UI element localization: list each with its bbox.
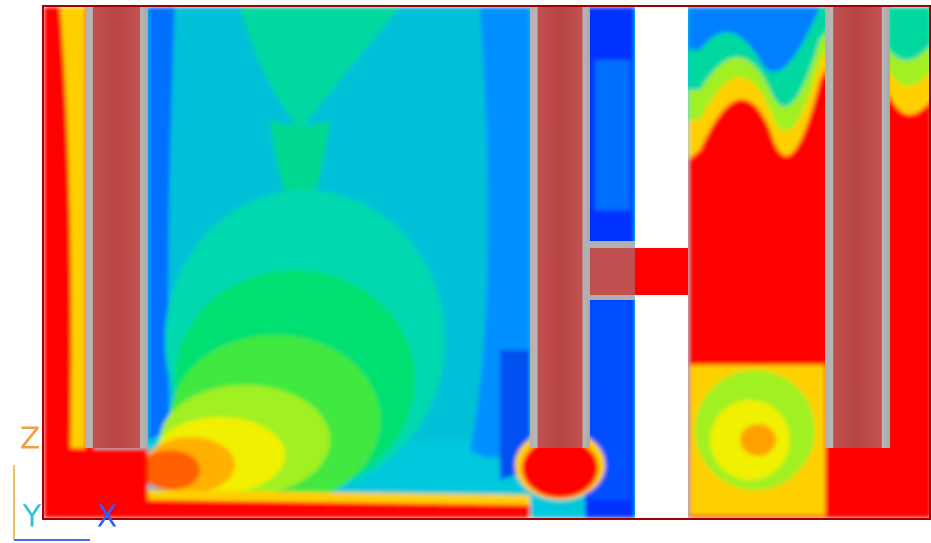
contour-field	[44, 7, 931, 518]
z-label: Z	[20, 422, 41, 457]
y-label: Y	[22, 500, 42, 535]
x-label: X	[97, 500, 118, 535]
contour-view: Z Y X	[0, 0, 931, 543]
